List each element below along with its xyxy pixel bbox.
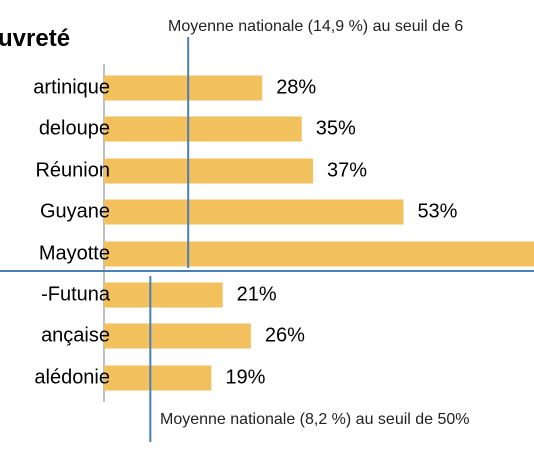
bar-ancaise [104,323,251,349]
value-label-aledonie: 19% [225,366,266,389]
value-label-artinique: 28% [276,76,317,99]
bar-reunion [104,158,314,184]
bar-guyane [104,199,404,225]
bar-artinique [104,75,263,101]
value-label-futuna: 21% [236,283,277,306]
value-label-ancaise: 26% [264,324,305,347]
annotation-reference-top: Moyenne nationale (14,9 %) au seuil de 6 [168,18,464,35]
category-label-artinique: artinique [33,76,110,99]
bar-deloupe [104,116,302,142]
bar-aledonie [104,365,212,391]
chart-title: uvreté [0,25,71,52]
value-label-reunion: 37% [327,159,368,182]
annotation-reference-bottom: Moyenne nationale (8,2 %) au seuil de 50… [160,411,470,428]
category-label-mayotte: Mayotte [38,242,110,265]
category-label-reunion: Réunion [35,159,110,182]
bars-group [104,75,534,391]
value-label-deloupe: 35% [315,117,356,140]
category-label-ancaise: ançaise [41,324,110,347]
category-label-futuna: -Futuna [41,283,110,306]
reference-lines-group [149,37,190,442]
category-label-guyane: Guyane [39,200,110,223]
bar-futuna [104,282,223,308]
value-label-guyane: 53% [417,200,458,223]
bar-mayotte [104,241,534,267]
category-label-deloupe: deloupe [38,117,110,140]
category-label-aledonie: alédonie [34,366,110,389]
